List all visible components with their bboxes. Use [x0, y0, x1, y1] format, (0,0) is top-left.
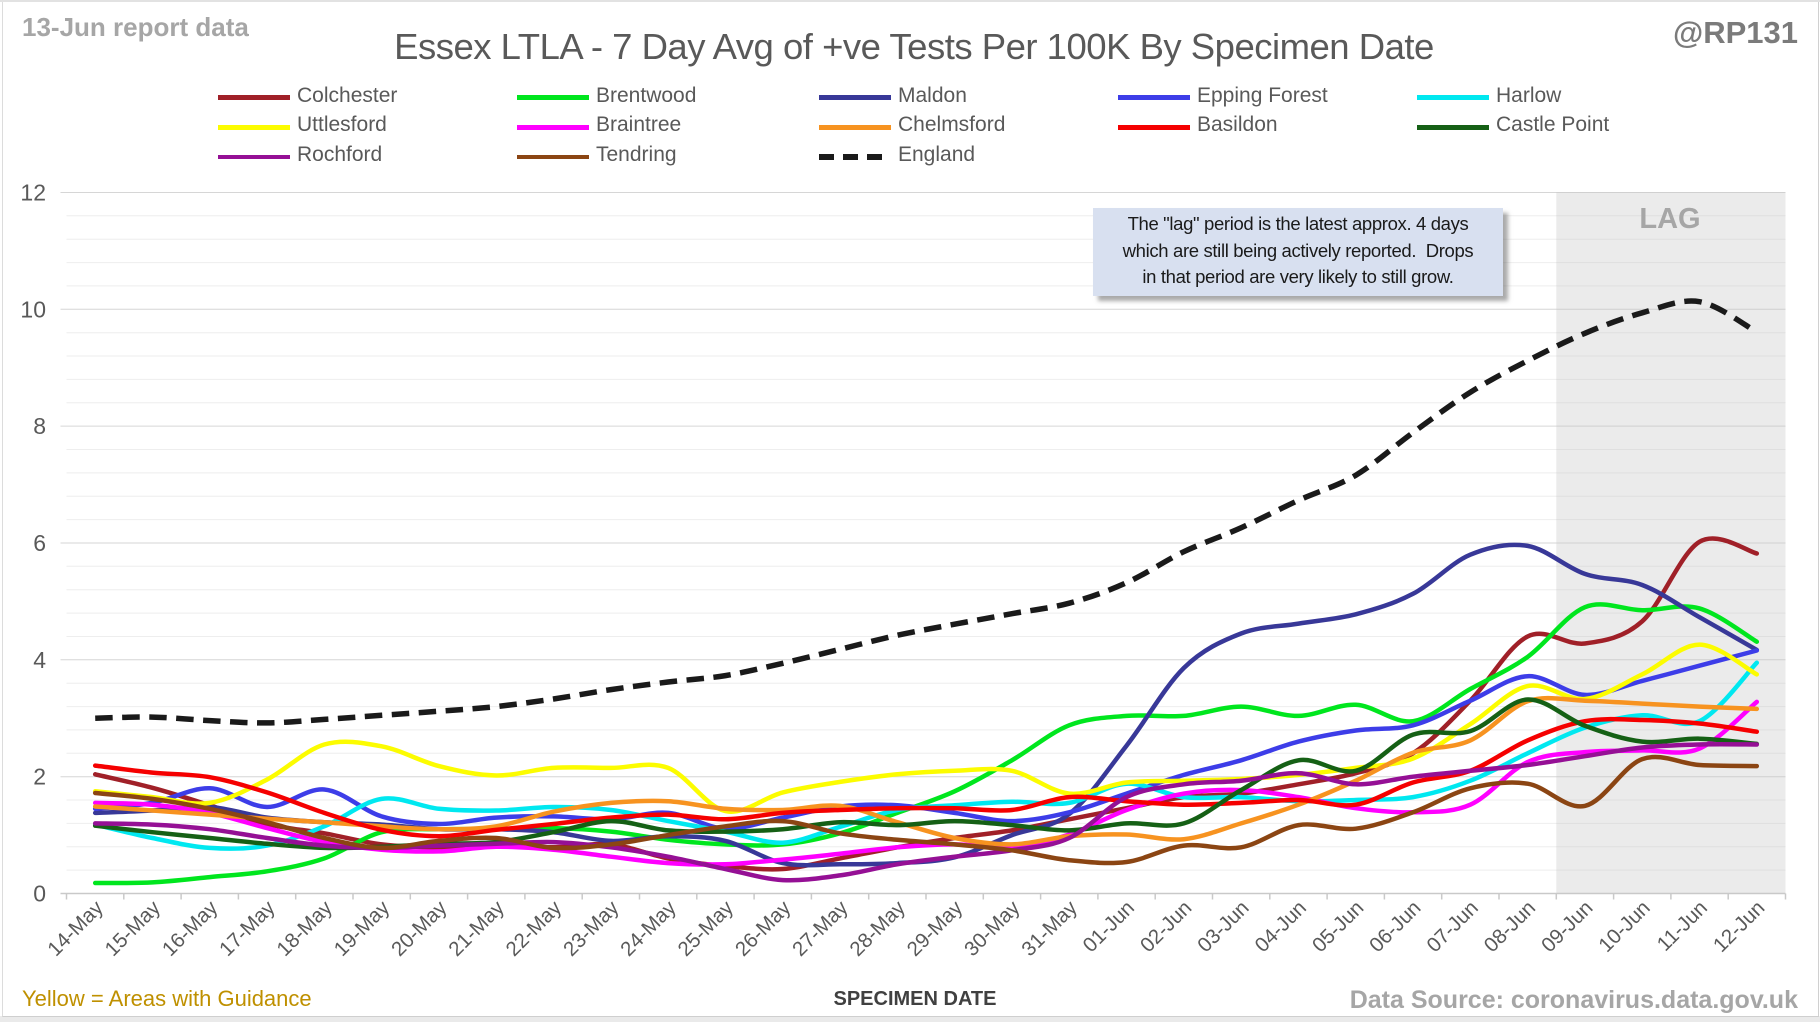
svg-text:04-Jun: 04-Jun	[1250, 896, 1311, 957]
svg-text:18-May: 18-May	[272, 896, 337, 961]
svg-text:11-Jun: 11-Jun	[1653, 896, 1713, 956]
svg-text:21-May: 21-May	[444, 896, 509, 961]
svg-text:02-Jun: 02-Jun	[1136, 896, 1197, 957]
svg-text:26-May: 26-May	[731, 896, 796, 961]
svg-text:09-Jun: 09-Jun	[1537, 896, 1598, 957]
svg-text:12-Jun: 12-Jun	[1709, 896, 1770, 957]
svg-text:4: 4	[33, 647, 46, 673]
svg-text:20-May: 20-May	[387, 896, 452, 961]
svg-text:29-May: 29-May	[903, 896, 968, 961]
svg-text:08-Jun: 08-Jun	[1480, 896, 1541, 957]
svg-text:10: 10	[20, 296, 46, 322]
svg-text:06-Jun: 06-Jun	[1365, 896, 1426, 957]
svg-text:12: 12	[20, 180, 46, 206]
svg-text:2: 2	[33, 764, 46, 790]
svg-text:14-May: 14-May	[43, 896, 108, 961]
svg-text:05-Jun: 05-Jun	[1308, 896, 1369, 957]
svg-text:LAG: LAG	[1639, 203, 1700, 235]
svg-text:6: 6	[33, 530, 46, 556]
svg-text:8: 8	[33, 413, 46, 439]
svg-text:25-May: 25-May	[673, 896, 738, 961]
svg-text:15-May: 15-May	[100, 896, 165, 961]
svg-text:10-Jun: 10-Jun	[1594, 896, 1655, 957]
svg-text:16-May: 16-May	[158, 896, 223, 961]
svg-text:03-Jun: 03-Jun	[1193, 896, 1254, 957]
svg-text:22-May: 22-May	[501, 896, 566, 961]
svg-text:23-May: 23-May	[559, 896, 624, 961]
svg-text:31-May: 31-May	[1017, 896, 1082, 961]
svg-text:30-May: 30-May	[960, 896, 1025, 961]
svg-text:0: 0	[33, 881, 46, 907]
svg-text:07-Jun: 07-Jun	[1422, 896, 1483, 957]
svg-text:19-May: 19-May	[330, 896, 395, 961]
svg-text:28-May: 28-May	[845, 896, 910, 961]
svg-text:24-May: 24-May	[616, 896, 681, 961]
svg-text:01-Jun: 01-Jun	[1078, 896, 1139, 957]
svg-text:17-May: 17-May	[215, 896, 280, 961]
svg-text:27-May: 27-May	[788, 896, 853, 961]
